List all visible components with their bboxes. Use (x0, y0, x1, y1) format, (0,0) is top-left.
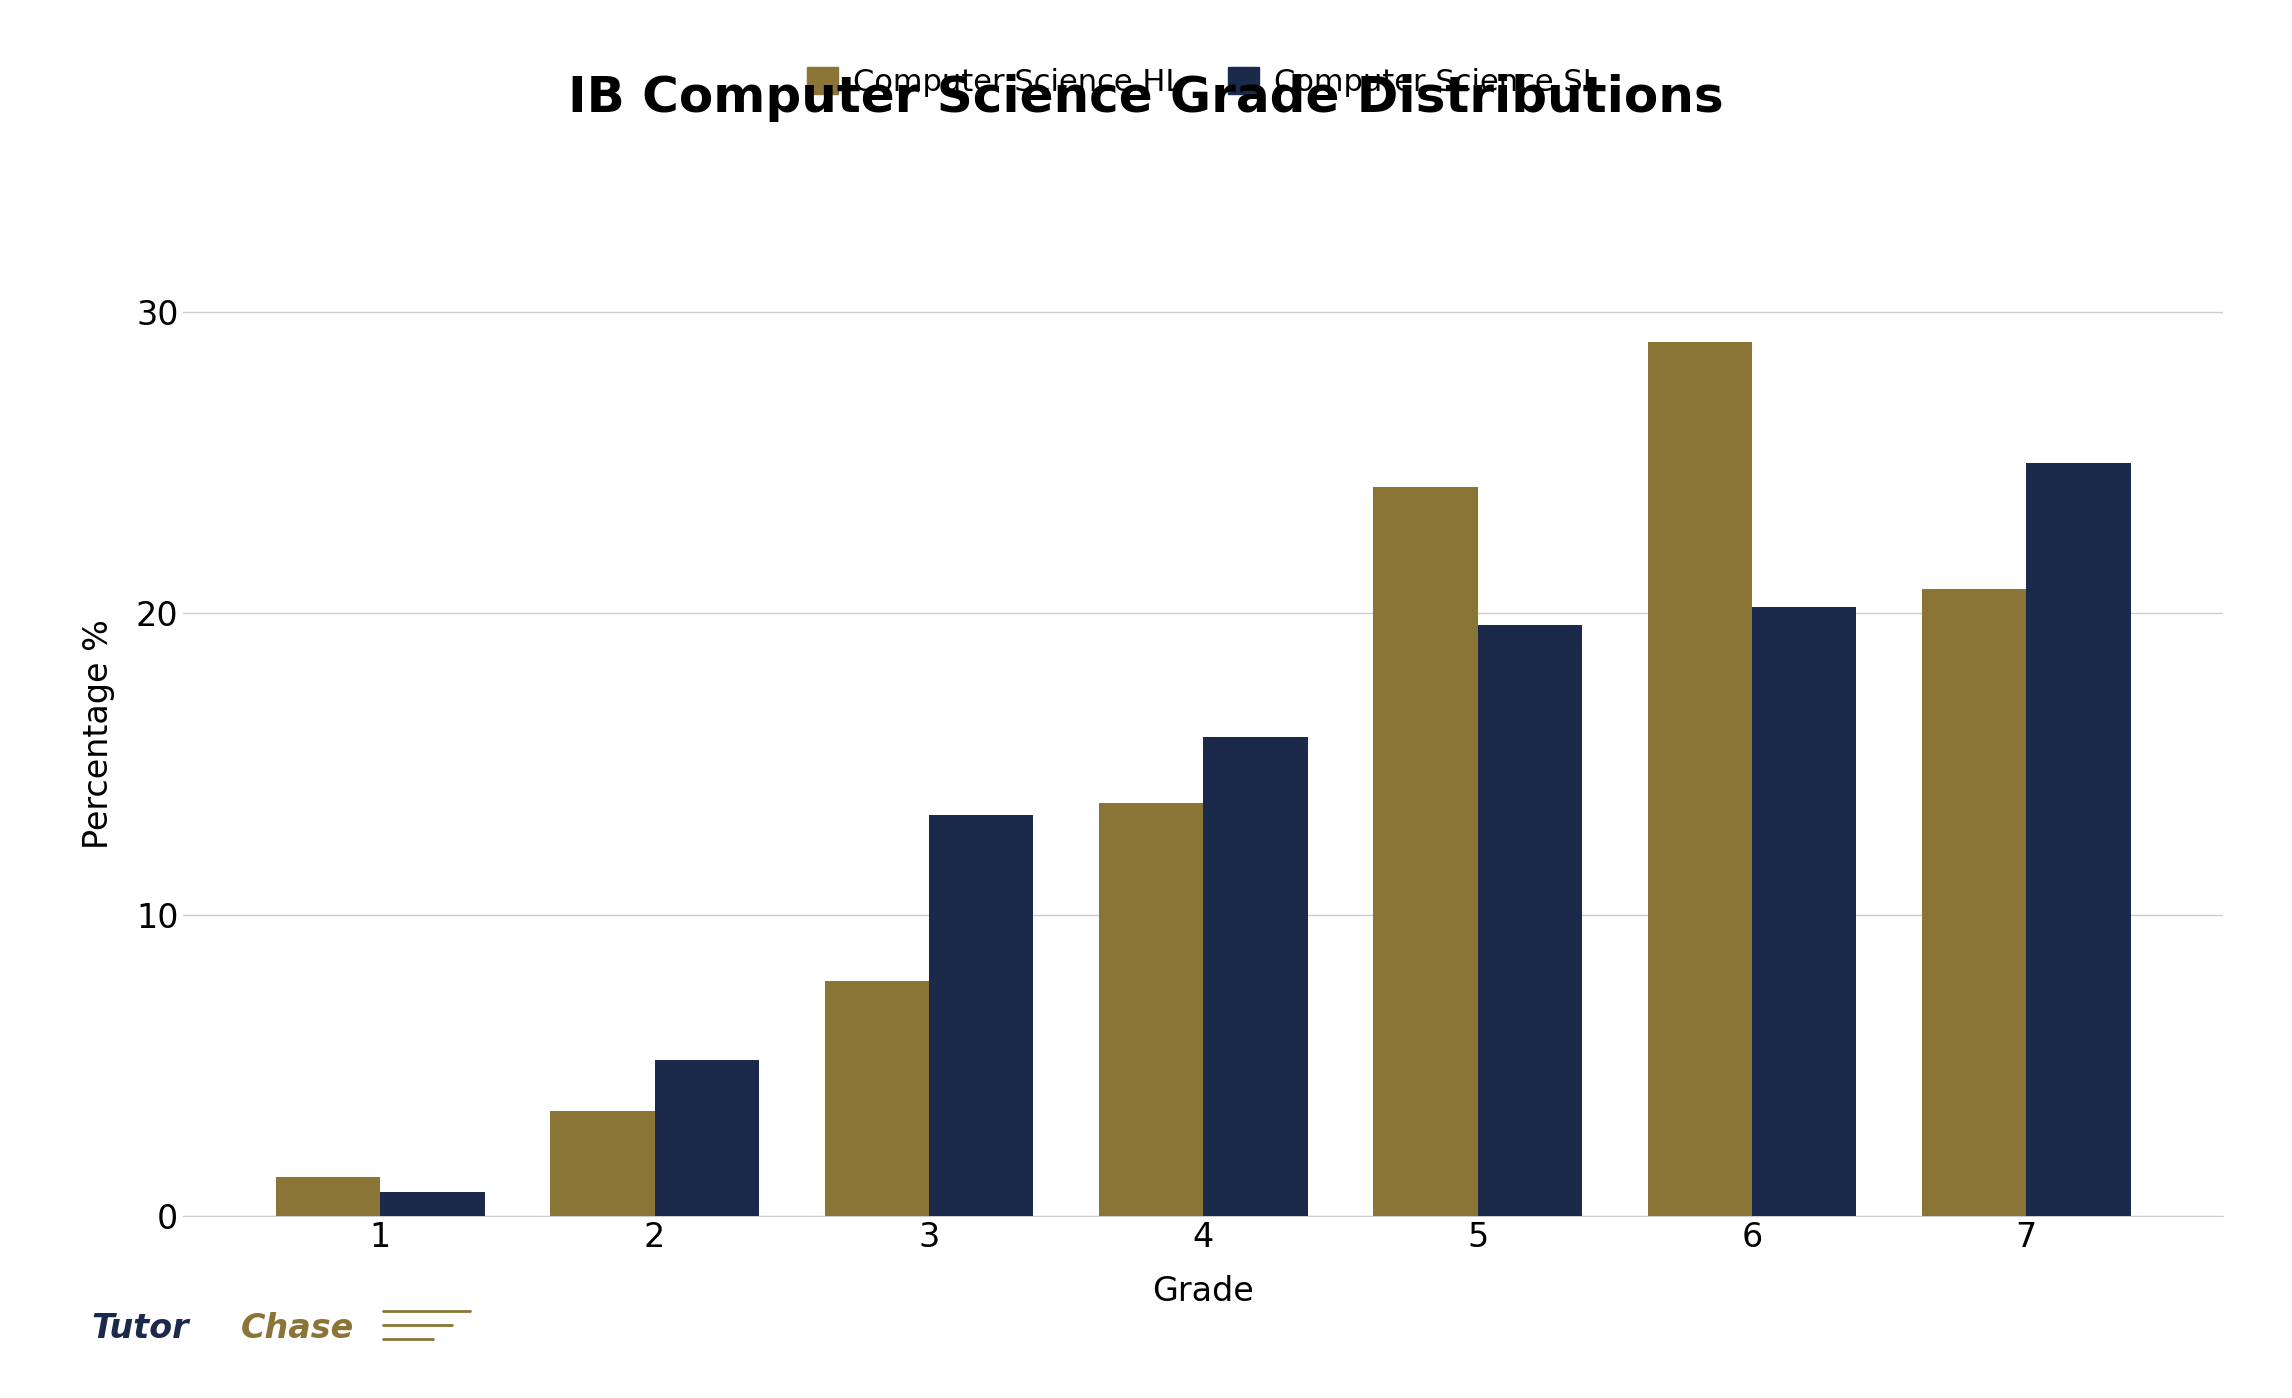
Bar (380, 1192, 484, 1216)
Bar (1751, 607, 1857, 1216)
Bar (1100, 804, 1203, 1216)
Legend: Computer Science HL, Computer Science SL: Computer Science HL, Computer Science SL (795, 55, 1611, 109)
Bar (275, 1177, 380, 1216)
Text: IB Computer Science Grade Distributions: IB Computer Science Grade Distributions (568, 74, 1724, 122)
Bar (1648, 343, 1751, 1216)
Bar (2026, 463, 2132, 1216)
X-axis label: Grade: Grade (1153, 1275, 1254, 1309)
Bar (1373, 487, 1478, 1216)
Bar (1203, 737, 1306, 1216)
Bar (656, 1060, 759, 1216)
Text: Tutor: Tutor (92, 1311, 190, 1345)
Text: Chase: Chase (241, 1311, 353, 1345)
Bar (1478, 625, 1581, 1216)
Bar (1923, 590, 2026, 1216)
Bar (928, 815, 1034, 1216)
Y-axis label: Percentage %: Percentage % (83, 619, 115, 849)
Bar (825, 981, 928, 1216)
Bar (550, 1111, 656, 1216)
